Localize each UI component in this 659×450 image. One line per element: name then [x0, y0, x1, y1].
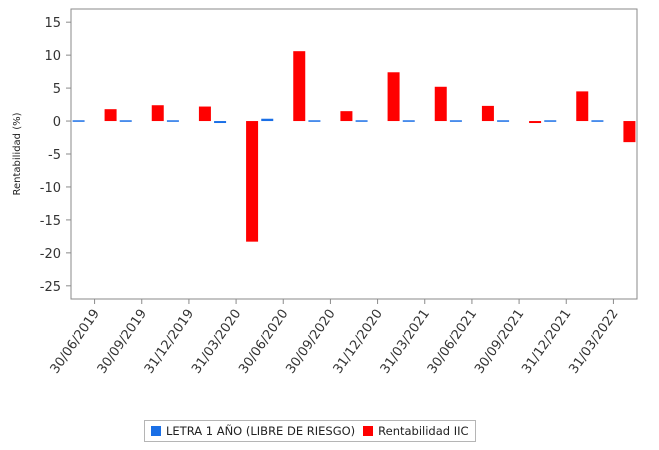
- y-axis: 15 10 5 0 -5 -10 -15 -20 -25: [40, 16, 71, 295]
- bar-series-1-11: [623, 121, 636, 143]
- bars: [72, 51, 636, 242]
- legend-swatch-series-1: [363, 426, 374, 436]
- x-tick-label-10: 31/12/2021: [519, 307, 574, 377]
- y-tick-label-7: -20: [40, 247, 61, 262]
- bar-series-0-0: [72, 120, 85, 122]
- bar-series-0-1: [119, 120, 132, 122]
- y-tick-label-3: 0: [53, 115, 61, 130]
- x-tick-label-5: 30/09/2020: [283, 307, 338, 377]
- bar-series-0-8: [449, 120, 462, 122]
- y-tick-label-6: -15: [40, 214, 61, 229]
- y-tick-label-4: -5: [48, 148, 61, 163]
- x-tick-label-7: 31/03/2021: [378, 307, 433, 377]
- y-tick-label-1: 10: [44, 49, 61, 64]
- y-tick-label-2: 5: [53, 82, 61, 97]
- bar-series-1-5: [340, 111, 353, 122]
- x-tick-label-9: 30/09/2021: [472, 307, 527, 377]
- bar-chart: 15 10 5 0 -5 -10 -15 -20 -25 30/06/201930/09/201…: [12, 8, 638, 377]
- x-tick-label-0: 30/06/2019: [48, 307, 103, 377]
- bar-series-1-7: [434, 86, 447, 122]
- bar-series-0-10: [544, 120, 557, 122]
- legend-item-series-1: Rentabilidad IIC: [363, 424, 469, 438]
- x-tick-label-4: 30/06/2020: [236, 307, 291, 377]
- x-tick-label-8: 30/06/2021: [425, 307, 480, 377]
- bar-series-1-10: [576, 91, 589, 122]
- x-axis: 30/06/201930/09/201931/12/201931/03/2020…: [48, 299, 622, 377]
- x-tick-label-1: 30/09/2019: [95, 307, 150, 377]
- bar-series-0-5: [308, 120, 321, 122]
- y-tick-label-8: -25: [40, 280, 61, 295]
- bar-series-1-8: [481, 105, 494, 122]
- bar-series-0-7: [402, 120, 415, 122]
- bar-series-0-4: [261, 118, 274, 122]
- bar-series-1-4: [293, 51, 306, 122]
- bar-series-0-9: [497, 120, 510, 122]
- bar-series-1-1: [151, 105, 164, 122]
- bar-series-1-3: [246, 121, 259, 242]
- y-axis-title: Rentabilidad (%): [12, 112, 23, 195]
- bar-series-1-9: [529, 121, 542, 124]
- x-tick-label-3: 31/03/2020: [189, 307, 244, 377]
- x-tick-label-2: 31/12/2019: [142, 307, 197, 377]
- bar-series-0-11: [591, 120, 604, 122]
- bar-series-0-3: [214, 121, 227, 124]
- y-tick-label-5: -10: [40, 181, 61, 196]
- legend: LETRA 1 AÑO (LIBRE DE RIESGO) Rentabilid…: [144, 420, 476, 442]
- y-tick-label-0: 15: [44, 16, 61, 31]
- legend-label-series-1: Rentabilidad IIC: [378, 424, 469, 438]
- bar-series-1-2: [198, 106, 211, 122]
- x-tick-label-6: 31/12/2020: [331, 307, 386, 377]
- bar-series-0-6: [355, 120, 368, 122]
- legend-item-series-0: LETRA 1 AÑO (LIBRE DE RIESGO): [151, 424, 355, 438]
- legend-label-series-0: LETRA 1 AÑO (LIBRE DE RIESGO): [166, 424, 356, 438]
- legend-swatch-series-0: [151, 426, 161, 436]
- bar-series-1-0: [104, 109, 117, 122]
- plot-area: [70, 8, 638, 300]
- bar-series-0-2: [166, 120, 179, 122]
- bar-series-1-6: [387, 72, 400, 122]
- x-tick-label-11: 31/03/2022: [566, 307, 621, 377]
